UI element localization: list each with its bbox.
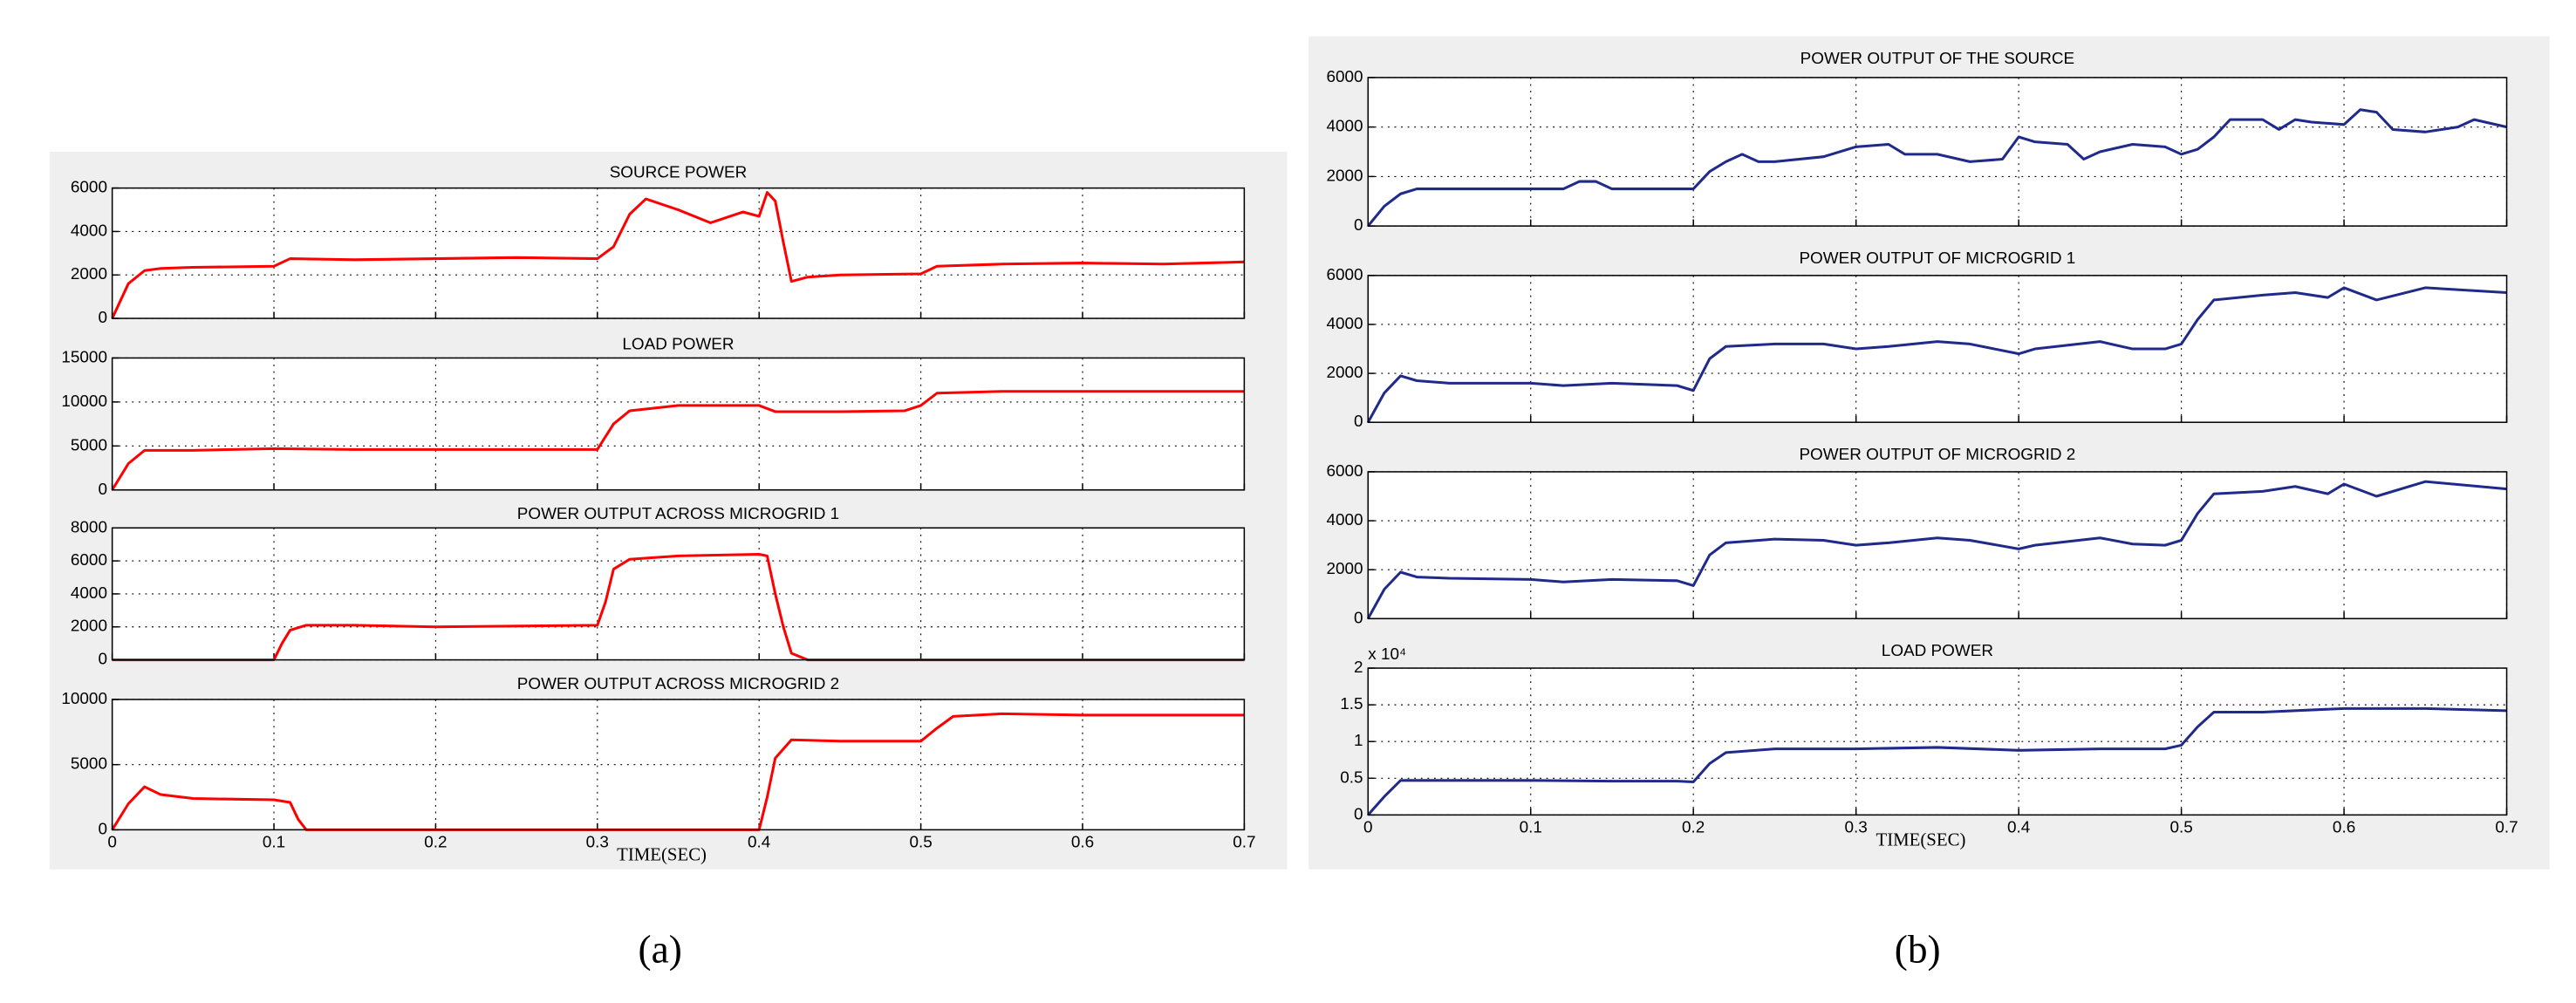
x-tick-label: 0 xyxy=(1363,819,1373,837)
axes-box xyxy=(1367,471,2508,620)
y-tick-label: 0 xyxy=(1354,216,1363,235)
y-tick-label: 2000 xyxy=(1327,167,1363,185)
x-tick-label: 0.2 xyxy=(1682,819,1705,837)
y-tick-label: 10000 xyxy=(61,690,107,708)
y-tick-label: 0 xyxy=(98,309,107,327)
data-line xyxy=(1366,286,2507,423)
x-tick-label: 0.7 xyxy=(1233,834,1255,852)
y-tick-label: 0 xyxy=(1354,609,1363,627)
axes-box xyxy=(111,699,1246,831)
axes-box xyxy=(1367,667,2508,816)
data-line xyxy=(111,191,1245,319)
y-tick-label: 8000 xyxy=(71,518,107,536)
y-tick-label: 4000 xyxy=(71,222,107,240)
caption: (a) xyxy=(639,928,682,972)
axes-box xyxy=(1367,77,2508,227)
y-tick-label: 4000 xyxy=(71,584,107,603)
y-tick-label: 0 xyxy=(1354,805,1363,823)
y-tick-label: 1.5 xyxy=(1340,695,1363,713)
x-tick-label: 0.3 xyxy=(1845,819,1868,837)
y-tick-label: 2 xyxy=(1354,658,1363,677)
caption: (b) xyxy=(1895,928,1941,972)
x-tick-label: 0.6 xyxy=(1071,834,1094,852)
y-tick-label: 5000 xyxy=(71,436,107,454)
x-tick-label: 0.1 xyxy=(263,834,285,852)
axes-box xyxy=(111,357,1246,491)
y-tick-label: 15000 xyxy=(61,348,107,366)
plot-area xyxy=(112,358,1245,490)
y-tick-label: 6000 xyxy=(1327,68,1363,86)
x-tick-label: 0.5 xyxy=(2169,819,2192,837)
x-tick-label: 0.4 xyxy=(748,834,770,852)
data-line xyxy=(111,390,1245,491)
chart-title: SOURCE POWER xyxy=(610,164,748,182)
axes-box xyxy=(111,527,1246,661)
y-tick-label: 2000 xyxy=(1327,560,1363,578)
chart-title: LOAD POWER xyxy=(622,335,734,353)
chart-title: POWER OUTPUT OF MICROGRID 2 xyxy=(1799,446,2075,464)
y-tick-label: 6000 xyxy=(1327,462,1363,481)
data-line xyxy=(1366,480,2507,620)
plot-area xyxy=(1368,77,2507,227)
y-tick-label: 6000 xyxy=(1327,266,1363,284)
y-tick-label: 6000 xyxy=(71,551,107,570)
y-tick-label: 10000 xyxy=(61,392,107,411)
plot-area xyxy=(112,188,1245,319)
plot-area xyxy=(112,528,1245,660)
y-scale-label: x 10⁴ xyxy=(1368,645,1406,664)
y-tick-label: 0.5 xyxy=(1340,768,1363,787)
chart-title: POWER OUTPUT OF THE SOURCE xyxy=(1800,50,2074,68)
axes-box xyxy=(1367,275,2508,423)
y-tick-label: 5000 xyxy=(71,755,107,774)
y-tick-label: 0 xyxy=(1354,413,1363,431)
x-tick-label: 0.7 xyxy=(2495,819,2518,837)
y-tick-label: 6000 xyxy=(71,179,107,197)
y-tick-label: 4000 xyxy=(1327,118,1363,136)
chart-title: POWER OUTPUT ACROSS MICROGRID 2 xyxy=(517,675,839,693)
x-axis-label: TIME(SEC) xyxy=(1876,829,1966,849)
y-tick-label: 4000 xyxy=(1327,315,1363,333)
y-tick-label: 1 xyxy=(1354,732,1363,750)
x-axis-label: TIME(SEC) xyxy=(617,844,707,864)
plot-area xyxy=(1368,471,2507,619)
x-tick-label: 0 xyxy=(107,834,117,852)
x-tick-label: 0.3 xyxy=(586,834,609,852)
y-tick-label: 4000 xyxy=(1327,511,1363,529)
x-tick-label: 0.5 xyxy=(909,834,932,852)
y-tick-label: 2000 xyxy=(71,617,107,636)
y-tick-label: 2000 xyxy=(71,265,107,283)
plot-area xyxy=(1368,275,2507,423)
x-tick-label: 0.6 xyxy=(2333,819,2355,837)
data-line xyxy=(1367,108,2507,228)
chart-title: LOAD POWER xyxy=(1882,642,1993,660)
y-tick-label: 0 xyxy=(98,820,107,838)
chart-title: POWER OUTPUT ACROSS MICROGRID 1 xyxy=(517,505,839,523)
y-tick-label: 2000 xyxy=(1327,364,1363,382)
axes-box xyxy=(111,187,1246,319)
data-line xyxy=(112,553,1245,662)
plot-area xyxy=(112,699,1245,830)
x-tick-label: 0.4 xyxy=(2007,819,2030,837)
x-tick-label: 0.1 xyxy=(1520,819,1542,837)
y-tick-label: 0 xyxy=(98,481,107,499)
data-line xyxy=(1367,706,2507,816)
chart-title: POWER OUTPUT OF MICROGRID 1 xyxy=(1799,249,2075,268)
x-tick-label: 0.2 xyxy=(424,834,447,852)
y-tick-label: 0 xyxy=(98,651,107,669)
